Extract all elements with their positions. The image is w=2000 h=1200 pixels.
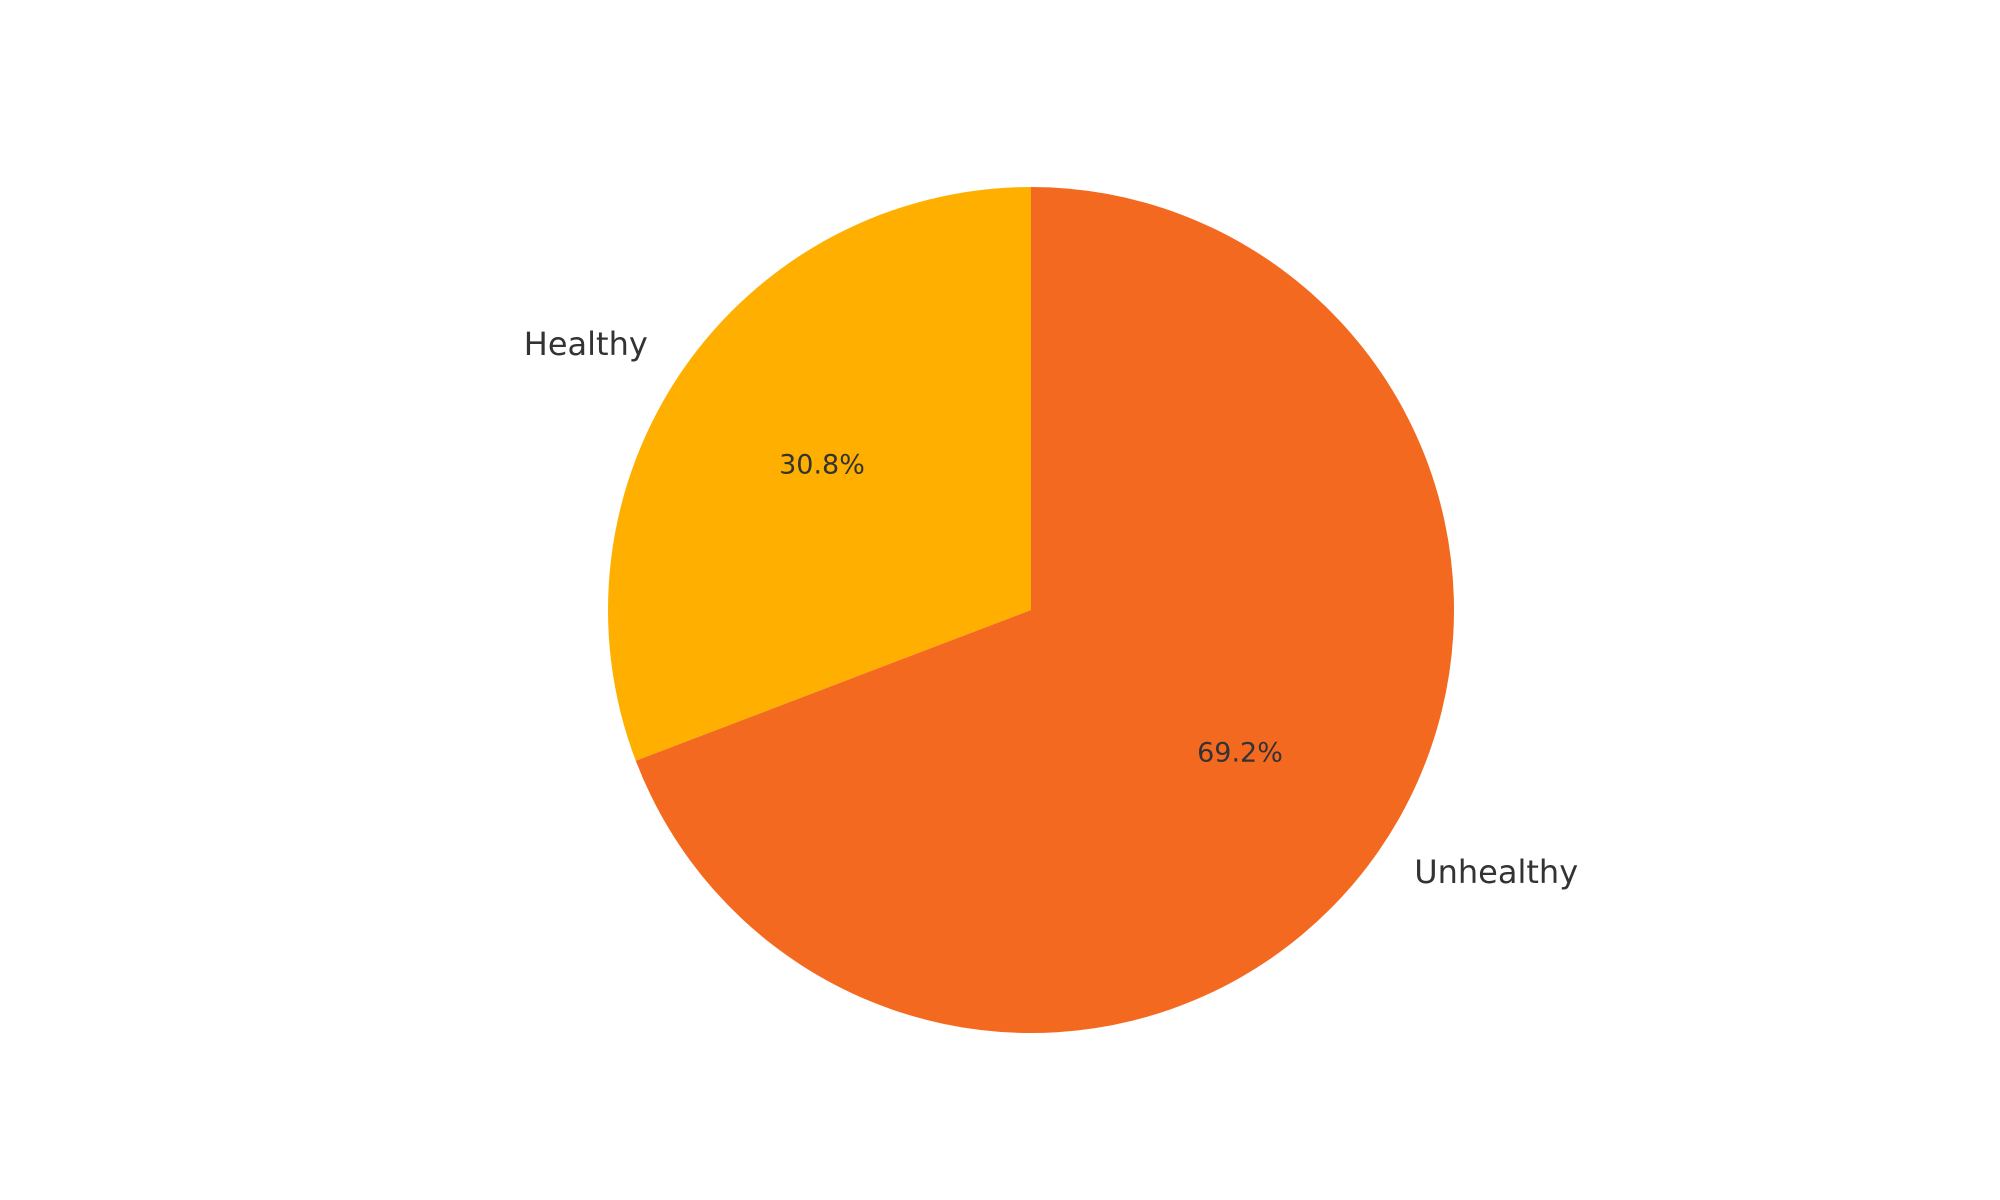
category-label-healthy: Healthy: [524, 325, 648, 363]
pie-slice-healthy: [608, 187, 1031, 761]
percent-label-healthy: 30.8%: [779, 450, 865, 481]
percent-label-unhealthy: 69.2%: [1197, 737, 1283, 768]
pie-slice-unhealthy: [635, 186, 1454, 1033]
pie-labels: Healthy 30.8% Unhealthy 69.2%: [524, 325, 1578, 891]
category-label-unhealthy: Unhealthy: [1414, 853, 1578, 891]
pie-slices: [608, 186, 1454, 1033]
